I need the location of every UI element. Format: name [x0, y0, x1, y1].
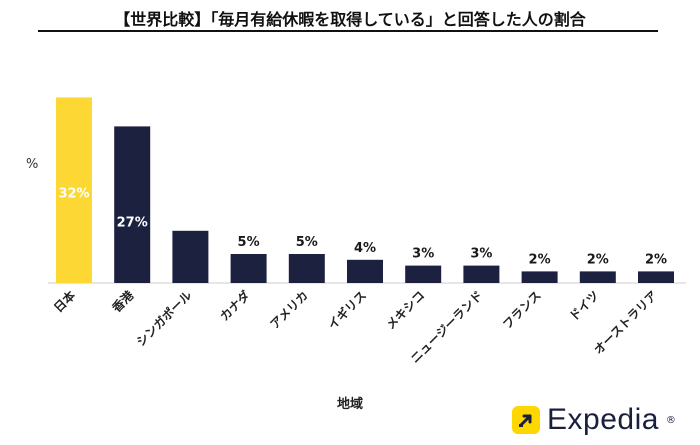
- x-tick-label-10: オーストラリア: [591, 288, 660, 357]
- x-tick-label-3: カナダ: [217, 288, 253, 324]
- bar-4: [288, 254, 325, 283]
- title-underline: [38, 30, 658, 32]
- bar-7: [463, 265, 500, 283]
- x-tick-label-5: イギリス: [325, 288, 370, 333]
- data-label-8: 2%: [529, 252, 551, 267]
- registered-mark: ®: [665, 414, 676, 426]
- x-tick-label-8: フランス: [500, 288, 544, 332]
- data-label-7: 3%: [470, 247, 492, 262]
- bar-6: [405, 265, 442, 283]
- expedia-logo-mark-icon: [512, 406, 540, 434]
- data-label-2: 9%: [179, 320, 201, 335]
- x-tick-label-4: アメリカ: [268, 288, 311, 331]
- data-labels-group: 32% 27% 9% 5% 5% 4% 3% 3% 2% 2% 2%: [58, 186, 667, 334]
- chart-title: 【世界比較】「毎月有給休暇を取得している」と回答した人の割合: [114, 10, 586, 29]
- x-axis-title: 地域: [337, 396, 363, 412]
- x-tick-label-2: シンガポール: [133, 288, 195, 350]
- bar-8: [521, 271, 558, 283]
- expedia-wordmark: Expedia: [547, 403, 659, 436]
- data-label-9: 2%: [587, 252, 609, 267]
- bar-5: [347, 259, 383, 283]
- bar-9: [579, 271, 616, 283]
- y-axis-unit: %: [26, 157, 38, 172]
- bars-group: [56, 97, 674, 284]
- data-label-1: 27%: [117, 215, 148, 230]
- x-tick-label-6: メキシコ: [383, 288, 427, 332]
- data-label-3: 5%: [238, 235, 260, 250]
- x-tick-label-0: 日本: [51, 288, 79, 316]
- data-label-5: 4%: [354, 241, 376, 256]
- bar-1: [114, 126, 151, 284]
- data-label-6: 3%: [412, 247, 434, 262]
- bar-10: [638, 271, 674, 283]
- expedia-logo: Expedia ®: [512, 405, 676, 435]
- data-label-4: 5%: [296, 235, 318, 250]
- bar-2: [172, 230, 209, 283]
- bar-0: [56, 97, 92, 284]
- data-label-0: 32%: [58, 186, 89, 201]
- x-tick-label-9: ドイツ: [567, 288, 602, 323]
- bar-3: [230, 254, 267, 283]
- data-label-10: 2%: [645, 252, 667, 267]
- x-tick-label-1: 香港: [108, 287, 137, 316]
